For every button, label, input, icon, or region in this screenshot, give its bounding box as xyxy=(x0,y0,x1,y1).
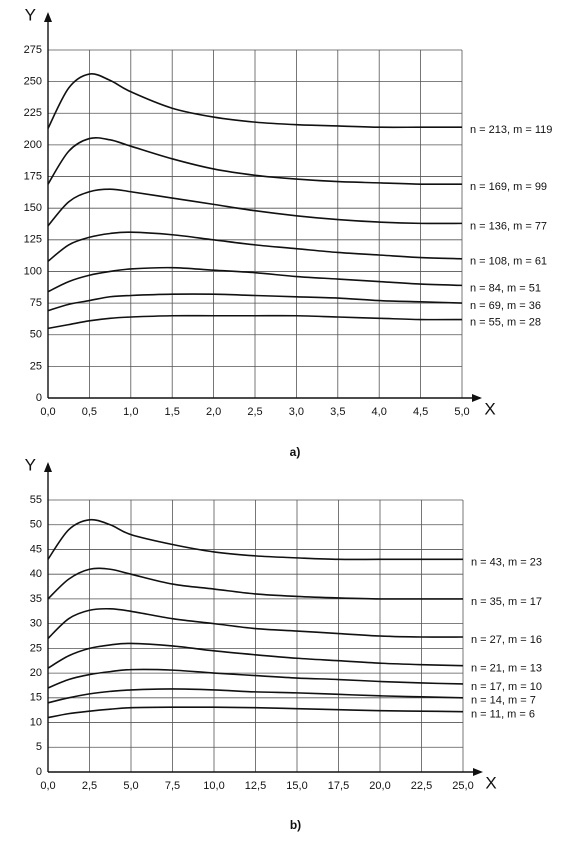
x-tick-label: 1,5 xyxy=(165,406,180,418)
x-axis-title: X xyxy=(484,399,495,418)
series-label: n = 43, m = 23 xyxy=(471,556,542,568)
y-tick-label: 200 xyxy=(24,139,42,151)
x-tick-label: 1,0 xyxy=(123,406,138,418)
y-tick-label: 125 xyxy=(24,234,42,246)
x-arrow xyxy=(472,394,482,402)
x-tick-label: 5,0 xyxy=(454,406,469,418)
x-tick-label: 4,5 xyxy=(413,406,428,418)
series-label: n = 213, m = 119 xyxy=(470,124,552,136)
series-label: n = 17, m = 10 xyxy=(471,681,542,693)
x-axis-title: X xyxy=(485,773,496,792)
y-arrow xyxy=(44,12,52,22)
series-line xyxy=(47,314,463,330)
x-tick-label: 2,0 xyxy=(206,406,221,418)
y-tick-label: 35 xyxy=(30,593,42,605)
x-tick-label: 0,5 xyxy=(82,406,97,418)
series-line xyxy=(47,668,464,689)
y-tick-label: 275 xyxy=(24,44,42,56)
series-line xyxy=(47,137,463,186)
series-label: n = 21, m = 13 xyxy=(471,663,542,675)
y-axis-title: Y xyxy=(25,5,36,24)
y-tick-label: 15 xyxy=(30,692,42,704)
y-tick-label: 30 xyxy=(30,618,42,630)
x-tick-label: 4,0 xyxy=(372,406,387,418)
series-label: n = 84, m = 51 xyxy=(470,282,541,294)
y-tick-label: 20 xyxy=(30,667,42,679)
y-tick-label: 25 xyxy=(30,642,42,654)
x-tick-label: 2,5 xyxy=(247,406,262,418)
x-tick-label: 10,0 xyxy=(203,780,224,792)
x-tick-label: 2,5 xyxy=(82,780,97,792)
x-tick-label: 0,0 xyxy=(40,780,55,792)
y-tick-label: 25 xyxy=(30,360,42,372)
series-label: n = 14, m = 7 xyxy=(471,695,536,707)
y-tick-label: 50 xyxy=(30,329,42,341)
series-label: n = 35, m = 17 xyxy=(471,596,542,608)
series-label: n = 136, m = 77 xyxy=(470,220,547,232)
x-tick-label: 3,5 xyxy=(330,406,345,418)
series-line xyxy=(47,706,464,719)
series-label: n = 169, m = 99 xyxy=(470,181,547,193)
series-line xyxy=(47,266,463,293)
y-tick-label: 50 xyxy=(30,519,42,531)
series-line xyxy=(47,642,464,669)
x-tick-label: 7,5 xyxy=(165,780,180,792)
y-tick-label: 10 xyxy=(30,716,42,728)
series-line xyxy=(47,688,464,704)
caption: a) xyxy=(290,445,301,459)
y-tick-label: 0 xyxy=(36,766,42,778)
x-tick-label: 15,0 xyxy=(286,780,307,792)
x-tick-label: 22,5 xyxy=(411,780,432,792)
y-tick-label: 225 xyxy=(24,107,42,119)
y-arrow xyxy=(44,462,52,472)
series-line xyxy=(47,73,462,129)
y-tick-label: 5 xyxy=(36,741,42,753)
y-axis-title: Y xyxy=(25,455,36,474)
series-label: n = 27, m = 16 xyxy=(471,634,542,646)
y-tick-label: 250 xyxy=(24,76,42,88)
x-tick-label: 3,0 xyxy=(289,406,304,418)
series-line xyxy=(47,293,463,312)
x-tick-label: 0,0 xyxy=(40,406,55,418)
y-tick-label: 75 xyxy=(30,297,42,309)
y-tick-label: 40 xyxy=(30,568,42,580)
series-label: n = 69, m = 36 xyxy=(470,300,541,312)
y-tick-label: 0 xyxy=(36,392,42,404)
series-label: n = 55, m = 28 xyxy=(470,316,541,328)
series-line xyxy=(47,231,463,262)
series-line xyxy=(47,607,464,640)
y-tick-label: 100 xyxy=(24,265,42,277)
series-label: n = 11, m = 6 xyxy=(471,709,535,721)
series-line xyxy=(47,188,463,227)
x-tick-label: 25,0 xyxy=(452,780,473,792)
y-tick-label: 175 xyxy=(24,170,42,182)
x-tick-label: 5,0 xyxy=(123,780,138,792)
x-tick-label: 20,0 xyxy=(369,780,390,792)
x-arrow xyxy=(473,768,483,776)
y-tick-label: 55 xyxy=(30,494,42,506)
y-tick-label: 45 xyxy=(30,543,42,555)
x-tick-label: 17,5 xyxy=(328,780,349,792)
y-tick-label: 150 xyxy=(24,202,42,214)
series-line xyxy=(47,567,463,600)
series-label: n = 108, m = 61 xyxy=(470,256,547,268)
series-line xyxy=(47,518,463,561)
x-tick-label: 12,5 xyxy=(245,780,266,792)
caption: b) xyxy=(290,818,301,832)
